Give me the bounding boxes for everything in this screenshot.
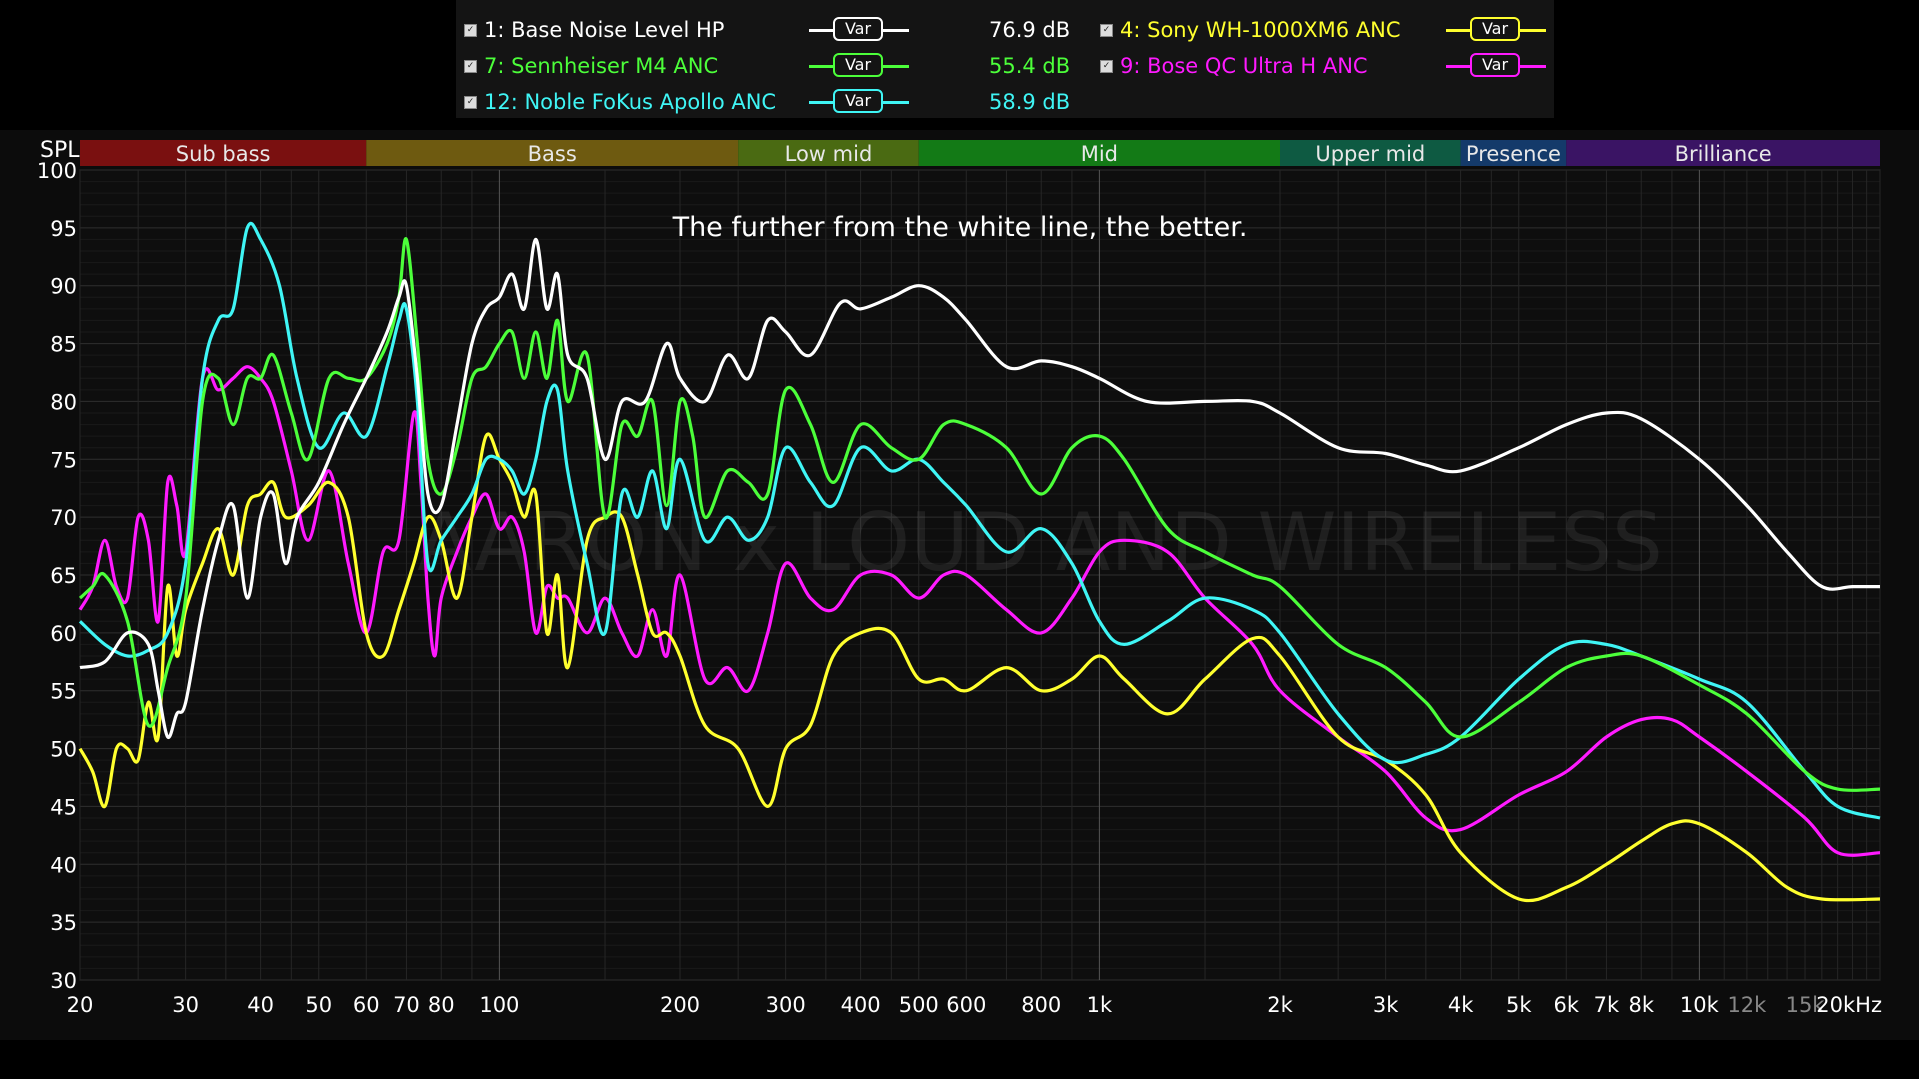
var-toggle-bose[interactable]: Var bbox=[1446, 51, 1546, 81]
band-bar bbox=[1460, 140, 1567, 166]
legend-item-base[interactable]: ✓ 1: Base Noise Level HP bbox=[464, 15, 724, 45]
x-tick-label: 20 bbox=[67, 993, 94, 1017]
x-tick-label: 7k bbox=[1594, 993, 1620, 1017]
y-axis-label: SPL bbox=[40, 138, 80, 163]
x-tick-label: 15k bbox=[1786, 993, 1826, 1017]
x-tick-label: 20kHz bbox=[1816, 993, 1882, 1017]
y-tick-label: 75 bbox=[50, 448, 77, 472]
x-tick-label: 5k bbox=[1506, 993, 1532, 1017]
y-tick-label: 30 bbox=[50, 969, 77, 993]
y-tick-label: 100 bbox=[37, 159, 77, 183]
legend-label: 1: Base Noise Level HP bbox=[484, 18, 725, 42]
x-tick-label: 4k bbox=[1448, 993, 1474, 1017]
legend-label: 12: Noble FoKus Apollo ANC bbox=[484, 90, 777, 114]
legend-label: 4: Sony WH-1000XM6 ANC bbox=[1120, 18, 1401, 42]
var-button[interactable]: Var bbox=[1470, 17, 1520, 41]
x-tick-label: 60 bbox=[353, 993, 380, 1017]
x-tick-label: 600 bbox=[946, 993, 986, 1017]
var-toggle-base[interactable]: Var bbox=[809, 15, 909, 45]
x-tick-label: 400 bbox=[841, 993, 881, 1017]
legend-label: 7: Sennheiser M4 ANC bbox=[484, 54, 719, 78]
y-tick-label: 40 bbox=[50, 853, 77, 877]
series-line bbox=[79, 237, 1880, 739]
band-label: Low mid bbox=[785, 142, 873, 166]
y-tick-label: 80 bbox=[50, 390, 77, 414]
x-tick-label: 300 bbox=[766, 993, 806, 1017]
series-line bbox=[78, 237, 1881, 792]
var-button[interactable]: Var bbox=[833, 53, 883, 77]
series-line bbox=[78, 432, 1881, 903]
band-label: Brilliance bbox=[1675, 142, 1772, 166]
band-label: Sub bass bbox=[176, 142, 271, 166]
x-tick-label: 10k bbox=[1680, 993, 1720, 1017]
x-tick-label: 70 bbox=[393, 993, 420, 1017]
x-tick-label: 3k bbox=[1373, 993, 1399, 1017]
x-tick-label: 200 bbox=[660, 993, 700, 1017]
level-readout: 76.9 dB bbox=[989, 18, 1071, 42]
band-label: Upper mid bbox=[1315, 142, 1425, 166]
y-tick-label: 90 bbox=[50, 275, 77, 299]
x-tick-label: 800 bbox=[1021, 993, 1061, 1017]
var-toggle-sony[interactable]: Var bbox=[1446, 15, 1546, 45]
var-toggle-noble[interactable]: Var bbox=[809, 87, 909, 117]
x-tick-label: 2k bbox=[1267, 993, 1293, 1017]
band-bar bbox=[918, 140, 1280, 166]
x-tick-label: 30 bbox=[172, 993, 199, 1017]
y-tick-label: 35 bbox=[50, 911, 77, 935]
y-tick-label: 55 bbox=[50, 680, 77, 704]
band-bar bbox=[738, 140, 919, 166]
band-label: Mid bbox=[1081, 142, 1118, 166]
y-tick-label: 70 bbox=[50, 506, 77, 530]
y-tick-label: 45 bbox=[50, 795, 77, 819]
checkbox-icon[interactable]: ✓ bbox=[464, 59, 477, 73]
var-button[interactable]: Var bbox=[1470, 53, 1520, 77]
var-toggle-sennheiser[interactable]: Var bbox=[809, 51, 909, 81]
chart-panel: Sub bass Bass Low mid Mid Upper mid Presence B… bbox=[0, 130, 1919, 1040]
y-tick-label: 65 bbox=[50, 564, 77, 588]
legend-item-sony[interactable]: ✓ 4: Sony WH-1000XM6 ANC bbox=[1100, 15, 1401, 45]
checkbox-icon[interactable]: ✓ bbox=[464, 23, 477, 37]
legend-item-bose[interactable]: ✓ 9: Bose QC Ultra H ANC bbox=[1100, 51, 1368, 81]
y-tick-label: 50 bbox=[50, 738, 77, 762]
checkbox-icon[interactable]: ✓ bbox=[1100, 23, 1113, 37]
legend-item-sennheiser[interactable]: ✓ 7: Sennheiser M4 ANC bbox=[464, 51, 718, 81]
chart-annotation: The further from the white line, the bet… bbox=[672, 212, 1248, 243]
band-bar bbox=[1566, 140, 1880, 166]
watermark: AARON x LOUD AND WIRELESS bbox=[417, 496, 1663, 589]
x-tick-label: 8k bbox=[1628, 993, 1654, 1017]
legend-panel: ✓ 1: Base Noise Level HP ✓ 7: Sennheiser… bbox=[456, 0, 1554, 118]
frequency-response-chart: Sub bass Bass Low mid Mid Upper mid Presence B… bbox=[37, 138, 1882, 1017]
series-line bbox=[78, 221, 1881, 820]
x-tick-label: 12k bbox=[1727, 993, 1767, 1017]
x-tick-label: 80 bbox=[428, 993, 455, 1017]
band-label: Presence bbox=[1466, 142, 1561, 166]
legend-label: 9: Bose QC Ultra H ANC bbox=[1120, 54, 1368, 78]
x-tick-label: 40 bbox=[247, 993, 274, 1017]
level-readout: 58.9 dB bbox=[989, 90, 1071, 114]
band-bar bbox=[1280, 140, 1461, 166]
var-button[interactable]: Var bbox=[833, 17, 883, 41]
x-tick-label: 6k bbox=[1554, 993, 1580, 1017]
band-bar bbox=[366, 140, 739, 166]
band-label: Bass bbox=[528, 142, 577, 166]
band-bar bbox=[80, 140, 367, 166]
x-tick-label: 500 bbox=[899, 993, 939, 1017]
y-tick-label: 95 bbox=[50, 217, 77, 241]
checkbox-icon[interactable]: ✓ bbox=[1100, 59, 1113, 73]
x-tick-label: 1k bbox=[1087, 993, 1113, 1017]
x-tick-label: 100 bbox=[479, 993, 519, 1017]
y-tick-label: 85 bbox=[50, 333, 77, 357]
legend-item-noble[interactable]: ✓ 12: Noble FoKus Apollo ANC bbox=[464, 87, 776, 117]
level-readout: 55.4 dB bbox=[989, 54, 1071, 78]
var-button[interactable]: Var bbox=[833, 89, 883, 113]
x-tick-label: 50 bbox=[305, 993, 332, 1017]
y-tick-label: 60 bbox=[50, 622, 77, 646]
checkbox-icon[interactable]: ✓ bbox=[464, 95, 477, 109]
